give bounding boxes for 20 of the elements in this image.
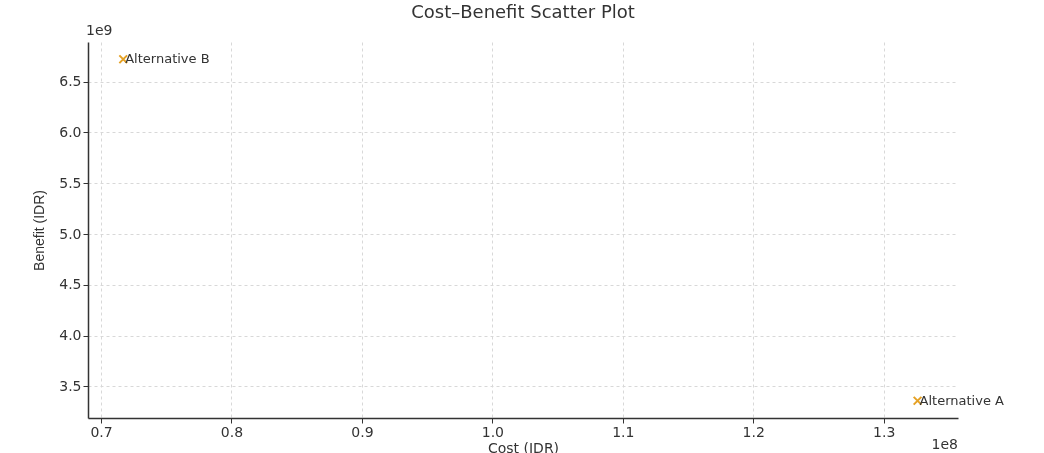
series-label: Alternative B [125, 51, 210, 67]
x-tick-label: 1.3 [873, 423, 896, 440]
y-tick-label: 4.0 [59, 327, 82, 344]
text: 1e8 [931, 436, 958, 452]
series-label: Alternative A [919, 392, 1005, 408]
x-tick-label: 0.8 [220, 423, 244, 440]
x-tick-label: 1.1 [612, 423, 635, 440]
y-axis-title: Benefit (IDR) [31, 190, 48, 271]
x-tick-label: 1.0 [481, 423, 504, 440]
chart-title: Cost–Benefit Scatter Plot [411, 1, 635, 22]
x-tick-label: 0.7 [90, 423, 113, 440]
y-tick-label: 5.5 [59, 174, 82, 191]
y-tick-label: 3.5 [59, 378, 82, 394]
y-tick-label: 6.0 [59, 123, 82, 140]
x-tick-label: 1.2 [742, 423, 765, 440]
text: 1e9 [86, 22, 113, 38]
y-tick-label: 5.0 [59, 225, 82, 242]
y-tick-label: 4.5 [59, 276, 82, 293]
y-tick-label: 6.5 [59, 73, 82, 90]
x-tick-label: 0.9 [351, 423, 374, 440]
